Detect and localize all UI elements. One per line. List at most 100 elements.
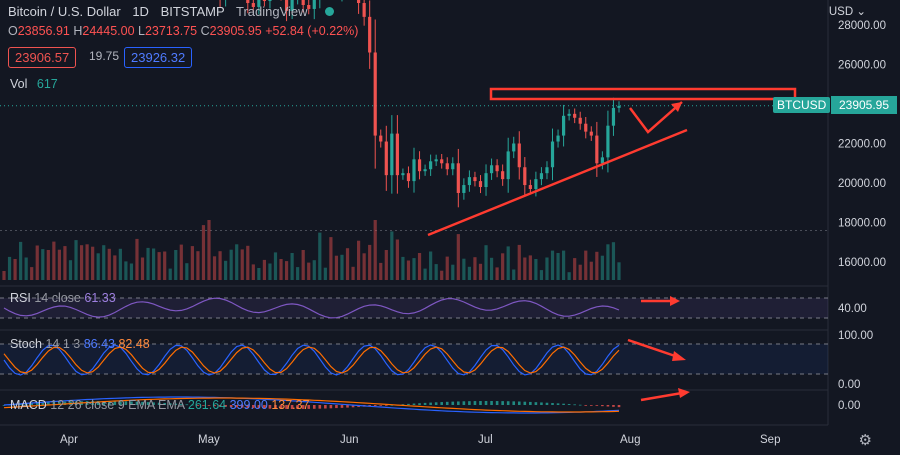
volume-bar xyxy=(129,263,134,280)
rsi-line xyxy=(3,297,620,319)
volume-bar xyxy=(307,262,311,280)
stoch-arrowhead xyxy=(672,351,686,361)
volume-bar xyxy=(207,220,211,280)
volume-bar xyxy=(573,258,577,280)
macd-hist-bar xyxy=(102,401,106,405)
volume-bar xyxy=(401,256,405,280)
volume-bar xyxy=(212,256,217,280)
candle-body xyxy=(379,135,383,142)
candle-body xyxy=(506,151,510,180)
volume-bar xyxy=(146,247,150,280)
candle-body xyxy=(495,165,499,172)
macd-hist-bar xyxy=(606,405,610,407)
volume-bar xyxy=(118,248,122,280)
volume-bar xyxy=(440,270,444,280)
candle-body xyxy=(595,135,599,164)
macd-hist-bar xyxy=(157,402,161,405)
volume-bar xyxy=(340,254,344,280)
volume-bar xyxy=(412,258,416,280)
macd-hist-bar xyxy=(390,404,394,406)
macd-hist-bar xyxy=(24,403,28,405)
buy-price-button[interactable]: 23926.32 xyxy=(124,47,193,68)
volume-bar xyxy=(318,232,322,280)
volume-bar xyxy=(174,250,178,280)
time-tick-label: Sep xyxy=(760,434,780,446)
macd-hist-bar xyxy=(562,403,565,405)
volume-bar xyxy=(96,253,100,280)
macd-hist-bar xyxy=(412,403,416,405)
macd-hist-bar xyxy=(307,405,311,409)
candle-body xyxy=(262,0,267,2)
volume-bar xyxy=(556,253,560,280)
symbol-title[interactable]: Bitcoin / U.S. Dollar xyxy=(8,4,121,19)
volume-bar xyxy=(168,268,172,280)
candle-body xyxy=(567,113,571,116)
change-value: +52.84 (+0.22%) xyxy=(265,24,359,38)
volume-bar xyxy=(528,255,532,280)
volume-bar xyxy=(373,220,377,280)
candle-body xyxy=(257,0,261,7)
sell-price-button[interactable]: 23906.57 xyxy=(8,47,77,68)
macd-hist-bar xyxy=(202,405,205,406)
volume-bar xyxy=(584,250,588,280)
candle-body xyxy=(290,0,294,11)
volume-bar xyxy=(368,244,372,280)
macd-hist-bar xyxy=(384,405,388,406)
volume-bar xyxy=(423,268,427,280)
volume-bar xyxy=(395,239,399,280)
candle-body xyxy=(467,177,472,186)
macd-hist-bar xyxy=(401,404,405,406)
candle-body xyxy=(489,165,494,174)
macd-hist-bar xyxy=(551,403,554,405)
macd-hist-bar xyxy=(141,401,144,405)
volume-bar xyxy=(362,253,366,280)
macd-hist-bar xyxy=(229,405,233,408)
macd-hist-bar xyxy=(240,405,244,408)
volume-bar xyxy=(140,257,145,280)
volume-bar xyxy=(190,246,194,280)
interval-label[interactable]: 1D xyxy=(132,4,149,19)
rsi-label: RSI xyxy=(10,291,31,305)
macd-hist-bar xyxy=(340,405,344,408)
volume-bar xyxy=(91,246,95,280)
time-tick-label: Jul xyxy=(478,434,493,446)
macd-signal-line xyxy=(3,397,620,413)
macd-hist-bar xyxy=(124,401,128,405)
close-value: 23905.95 xyxy=(209,24,262,38)
candle-body xyxy=(501,171,505,180)
time-tick-label: Jun xyxy=(340,434,359,446)
macd-hist-bar xyxy=(545,402,549,405)
candle-body xyxy=(512,143,516,152)
candle-body xyxy=(440,159,444,164)
volume-bar xyxy=(246,245,250,280)
candle-body xyxy=(611,107,616,126)
last-price-tag: 23905.95 xyxy=(831,96,897,114)
volume-bar xyxy=(35,245,39,280)
candle-body xyxy=(528,185,532,190)
currency-label[interactable]: USD ⌄ xyxy=(828,6,866,18)
macd-hist-bar xyxy=(457,401,460,405)
macd-hist-bar xyxy=(523,401,527,405)
volume-bar xyxy=(24,257,28,280)
volume-bar xyxy=(85,244,89,280)
volume-bar xyxy=(185,263,189,280)
macd-hist-bar xyxy=(490,401,493,405)
candle-body xyxy=(356,0,361,4)
macd-hist-bar xyxy=(379,405,383,406)
candle-body xyxy=(312,0,316,9)
volume-bar xyxy=(429,251,433,280)
gear-icon[interactable]: ⚙ xyxy=(858,432,872,449)
macd-hist-bar xyxy=(168,403,172,405)
macd-line-value: 399.00 xyxy=(229,398,268,412)
volume-bar xyxy=(279,259,283,280)
exchange-label: BITSTAMP xyxy=(160,4,225,19)
candle-body xyxy=(417,159,422,172)
price-tick-label: 26000.00 xyxy=(838,59,886,71)
macd-hist-bar xyxy=(373,405,377,407)
macd-hist-bar xyxy=(35,402,39,405)
candle-body xyxy=(578,117,582,124)
macd-hist-bar xyxy=(185,404,189,406)
volume-bar xyxy=(467,266,472,280)
macd-hist-value: 261.64 xyxy=(187,398,227,412)
